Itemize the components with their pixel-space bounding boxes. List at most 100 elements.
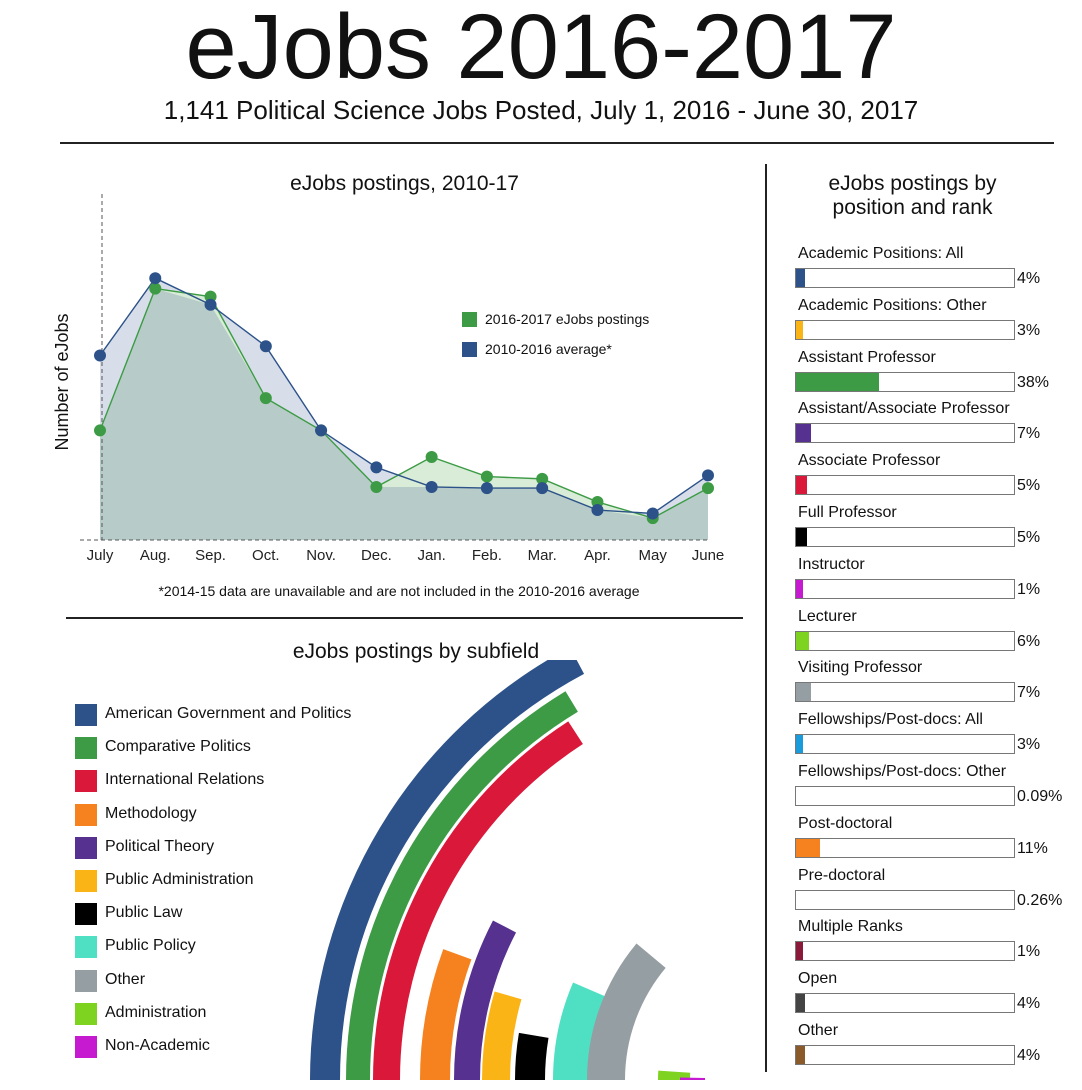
arc-bar-comparative-politics: [346, 691, 578, 1080]
rank-row-academic-positions-other: Academic Positions: Other 3%: [795, 296, 1082, 348]
legend-label: Methodology: [105, 804, 197, 822]
rank-bar-fill: [796, 631, 810, 650]
page-subtitle: 1,141 Political Science Jobs Posted, Jul…: [163, 95, 919, 125]
rank-row-open: Open 4%: [795, 969, 1082, 1021]
arc-bar-public-administration: [482, 991, 522, 1080]
rank-bar-track: [795, 941, 1015, 962]
x-tick-label: Nov.: [306, 547, 336, 564]
point-2010-2016-average-mar: [536, 482, 549, 495]
rank-row-instructor: Instructor 1%: [795, 555, 1082, 607]
rank-label: Post-doctoral: [798, 814, 893, 832]
rank-value-label: 5%: [1017, 477, 1041, 495]
rank-value-label: 0.26%: [1017, 891, 1063, 909]
arc-bar-non-academic: [680, 1077, 706, 1080]
legend-swatch-average: [462, 342, 477, 357]
x-tick-label: Jan.: [417, 547, 445, 564]
legend-swatch: [75, 770, 97, 793]
rank-bar-fill: [796, 476, 807, 495]
rank-row-pre-doctoral: Pre-doctoral 0.26%: [795, 866, 1082, 918]
line-chart-legend: 2016-2017 eJobs postings 2010-2016 avera…: [462, 311, 649, 357]
point-2016-2017-ejobs-postings-aug: [149, 282, 162, 295]
rank-row-multiple-ranks: Multiple Ranks 1%: [795, 917, 1082, 969]
rank-value-label: 7%: [1017, 684, 1041, 702]
point-2016-2017-ejobs-postings-feb: [480, 470, 493, 483]
legend-swatch-2016-2017: [462, 312, 477, 327]
rank-bar-track: [795, 475, 1015, 496]
point-2010-2016-average-oct: [259, 340, 272, 353]
rank-bar-fill: [796, 735, 803, 754]
legend-label: Comparative Politics: [105, 738, 251, 756]
arc-bar-methodology: [420, 949, 472, 1080]
x-tick-label: Oct.: [252, 547, 280, 564]
rank-label: Assistant/Associate Professor: [798, 400, 1010, 418]
rank-bar-fill: [796, 942, 803, 961]
x-tick-label: Dec.: [361, 547, 392, 564]
rank-label: Pre-doctoral: [798, 866, 886, 884]
arc-bar-public-policy: [553, 982, 612, 1080]
rank-value-label: 4%: [1017, 1046, 1041, 1064]
arc-bar-political-theory: [454, 920, 517, 1080]
point-2010-2016-average-aug: [149, 272, 162, 285]
legend-label: International Relations: [105, 771, 265, 789]
rank-bar-track: [795, 371, 1015, 392]
series-line-2010-2016-average: [99, 277, 709, 515]
legend-swatch: [75, 1002, 97, 1025]
rank-bar-track: [795, 526, 1015, 547]
rank-row-visiting-professor: Visiting Professor 7%: [795, 658, 1082, 710]
rank-bar-track: [795, 785, 1015, 806]
rank-chart-title: eJobs postings by position and rank: [828, 172, 997, 219]
legend-swatch: [75, 969, 97, 992]
area-overlap: [100, 288, 708, 540]
rank-bar-track: [795, 630, 1015, 651]
legend-label: Public Policy: [105, 937, 196, 955]
rank-label: Multiple Ranks: [798, 918, 903, 936]
x-tick-label: July: [87, 547, 114, 564]
point-2016-2017-ejobs-postings-june: [702, 482, 714, 495]
legend-label: Administration: [105, 1003, 207, 1021]
legend-swatch: [75, 737, 97, 760]
rank-value-label: 1%: [1017, 943, 1041, 961]
rank-label: Academic Positions: All: [798, 245, 964, 262]
rank-label: Fellowships/Post-docs: Other: [798, 762, 1007, 780]
rank-row-fellowships-post-docs-all: Fellowships/Post-docs: All 3%: [795, 710, 1082, 762]
point-2010-2016-average-july: [94, 349, 106, 362]
arc-bar-other: [587, 943, 666, 1080]
rank-bar-track: [795, 837, 1015, 858]
line-chart-footnote: *2014-15 data are unavailable and are no…: [158, 583, 639, 599]
x-tick-label: Aug.: [140, 547, 171, 564]
x-tick-label: Feb.: [472, 547, 502, 564]
rank-label: Lecturer: [798, 607, 857, 625]
rank-bar-track: [795, 734, 1015, 755]
rank-bar-fill: [796, 579, 803, 598]
top-divider: [60, 142, 1054, 144]
rank-bar-fill: [796, 269, 805, 287]
rank-label: Instructor: [798, 555, 865, 573]
rank-chart: Academic Positions: All 4% Academic Positi…: [795, 244, 1082, 1073]
rank-label: Fellowships/Post-docs: All: [798, 711, 983, 729]
rank-bar-track: [795, 1044, 1015, 1065]
rank-value-label: 11%: [1017, 839, 1048, 857]
x-tick-label: Mar.: [528, 547, 557, 564]
rank-row-assistant-professor: Assistant Professor 38%: [795, 348, 1082, 400]
rank-value-label: 4%: [1017, 270, 1041, 287]
legend-swatch: [75, 704, 97, 726]
line-chart-y-axis-label: Number of eJobs: [52, 313, 72, 450]
rank-label: Visiting Professor: [798, 659, 923, 677]
rank-bar-fill: [796, 994, 805, 1013]
legend-swatch: [75, 836, 97, 859]
rank-label: Associate Professor: [798, 452, 941, 470]
vertical-divider: [765, 164, 767, 1072]
point-2016-2017-ejobs-postings-dec: [370, 480, 383, 493]
point-2010-2016-average-nov: [315, 424, 328, 437]
rank-value-label: 3%: [1017, 321, 1041, 339]
rank-bar-fill: [796, 424, 812, 443]
point-2010-2016-average-apr: [591, 504, 604, 517]
series-line-2016-2017-ejobs-postings: [99, 287, 709, 519]
rank-row-post-doctoral: Post-doctoral 11%: [795, 814, 1082, 866]
middle-divider: [66, 617, 743, 619]
rank-bar-fill: [796, 527, 807, 546]
legend-swatch: [75, 869, 97, 892]
x-tick-label: May: [639, 547, 668, 564]
legend-label: American Government and Politics: [105, 705, 352, 722]
subfield-chart: [310, 660, 706, 1080]
